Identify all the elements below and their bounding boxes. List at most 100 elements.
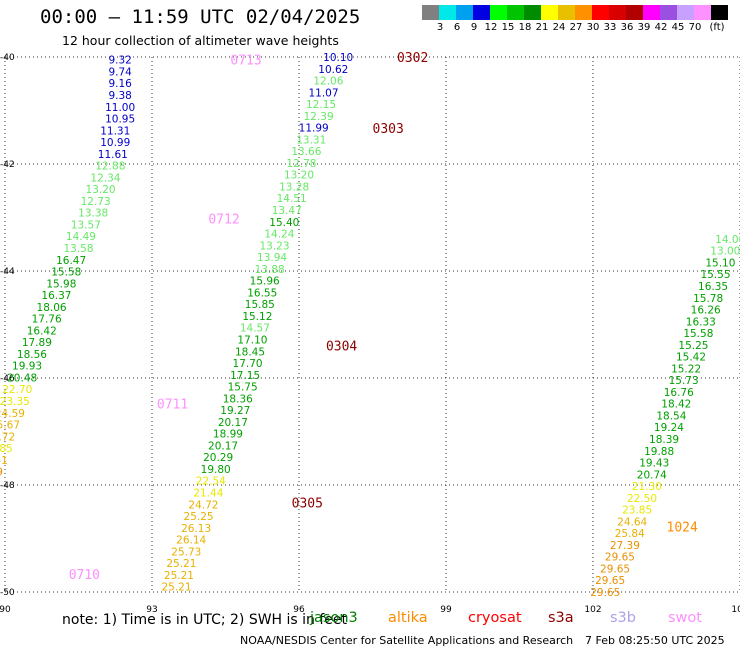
wave-height-value: 10.10: [323, 52, 353, 64]
wave-height-value: 9.38: [108, 90, 131, 102]
wave-height-value: 13.23: [259, 240, 289, 252]
legend-swatch: [422, 5, 439, 20]
wave-height-value: 15.22: [671, 363, 701, 375]
credit-line: NOAA/NESDIS Center for Satellite Applica…: [240, 634, 574, 647]
legend-swatch: [575, 5, 592, 20]
wave-height-value: 18.45: [235, 346, 265, 358]
wave-height-value: 9.32: [108, 55, 131, 67]
wave-height-value: 15.58: [683, 328, 713, 340]
satellite-label-s3a: s3a: [548, 610, 574, 626]
wave-height-value: 14.24: [264, 229, 294, 241]
wave-height-value: 14.49: [66, 231, 96, 243]
wave-height-value: 13.47: [272, 205, 302, 217]
wave-height-value: 16.33: [686, 316, 716, 328]
wave-height-value: 12.06: [313, 76, 343, 88]
wave-height-value: 26.14: [176, 535, 206, 547]
wave-height-value: 27.19: [0, 467, 3, 479]
wave-height-value: 9.16: [108, 78, 132, 90]
wave-height-value: 27.39: [610, 540, 640, 552]
wave-height-value: 24.64: [617, 516, 647, 528]
wave-height-value: 23.35: [0, 396, 30, 408]
wave-height-value: 26.41: [0, 455, 8, 467]
legend-swatch: [592, 5, 609, 20]
wave-height-value: 18.54: [656, 410, 686, 422]
pass-label: 0711: [157, 398, 188, 413]
wave-height-value: 11.61: [98, 149, 128, 161]
wave-height-value: 25.73: [171, 546, 201, 558]
wave-height-value: 25.25: [184, 511, 214, 523]
wave-height-value: 16.47: [56, 255, 86, 267]
wave-height-value: 15.40: [269, 217, 299, 229]
legend-swatch: [507, 5, 524, 20]
chart-subtitle: 12 hour collection of altimeter wave hei…: [62, 33, 339, 48]
pass-label: 0304: [326, 339, 357, 354]
wave-height-value: 15.85: [245, 299, 275, 311]
wave-height-value: 16.26: [691, 305, 721, 317]
wave-height-value: 22.70: [2, 384, 32, 396]
legend-label: 70: [688, 22, 702, 33]
wave-height-value: 15.12: [242, 311, 272, 323]
wave-height-value: 21.44: [193, 487, 223, 499]
wave-height-value: 20.17: [218, 417, 248, 429]
wave-height-value: 11.07: [308, 87, 338, 99]
legend-label: 30: [586, 22, 600, 33]
legend-label: 45: [671, 22, 685, 33]
wave-height-value: 15.96: [250, 276, 280, 288]
wave-height-value: 17.10: [237, 334, 267, 346]
legend-label: 9: [470, 22, 478, 33]
x-tick-label: 90: [0, 605, 11, 615]
wave-height-value: 12.88: [95, 161, 125, 173]
wave-height-value: 20.17: [208, 440, 238, 452]
legend-label: 42: [654, 22, 668, 33]
wave-height-value: 29.65: [595, 575, 625, 587]
wave-height-value: 15.73: [669, 375, 699, 387]
wave-height-value: 13.28: [279, 181, 309, 193]
wave-height-value: 13.57: [71, 219, 101, 231]
wave-height-value: 16.76: [664, 387, 694, 399]
legend-swatch: [643, 5, 660, 20]
wave-height-value: 15.42: [676, 352, 706, 364]
wave-height-value: 19.88: [644, 446, 674, 458]
wave-height-value: 21.30: [632, 481, 662, 493]
legend-label: 6: [453, 22, 461, 33]
wave-height-value: 17.89: [22, 337, 52, 349]
legend-label: 21: [535, 22, 549, 33]
wave-height-value: 13.20: [284, 170, 314, 182]
satellite-label-jason3: jason3: [310, 610, 358, 626]
legend-swatch: [541, 5, 558, 20]
wave-height-value: 15.10: [705, 257, 735, 269]
wave-height-value: 11.31: [100, 125, 130, 137]
x-tick-label: 105: [731, 605, 740, 615]
wave-height-value: 20.74: [637, 469, 667, 481]
wave-height-value: 16.37: [41, 290, 71, 302]
y-tick-label: -46: [0, 374, 15, 384]
pass-label: 0713: [230, 54, 261, 69]
legend-label: 36: [620, 22, 634, 33]
legend-label: 33: [603, 22, 617, 33]
wave-height-value: 15.25: [678, 340, 708, 352]
wave-height-value: 22.50: [627, 493, 657, 505]
y-tick-label: -48: [0, 481, 15, 491]
satellite-label-cryosat: cryosat: [468, 610, 522, 626]
y-tick-label: -40: [0, 53, 15, 63]
wave-height-value: 19.27: [220, 405, 250, 417]
legend-unit: (ft): [709, 22, 725, 33]
legend-label: 12: [484, 22, 498, 33]
pass-label: 1024: [667, 521, 698, 536]
wave-height-value: 20.29: [203, 452, 233, 464]
wave-height-value: 10.99: [100, 137, 130, 149]
wave-height-value: 15.78: [693, 293, 723, 305]
wave-height-value: 12.73: [81, 196, 111, 208]
legend-swatch: [558, 5, 575, 20]
wave-height-value: 24.72: [188, 499, 218, 511]
wave-height-value: 18.42: [661, 399, 691, 411]
legend-swatch: [677, 5, 694, 20]
wave-height-value: 29.65: [605, 552, 635, 564]
wave-height-value: 19.80: [201, 464, 231, 476]
legend-label: 15: [501, 22, 515, 33]
legend-label: 18: [518, 22, 532, 33]
wave-height-value: 24.59: [0, 408, 25, 420]
wave-height-value: 25.21: [166, 558, 196, 570]
timestamp: 7 Feb 08:25:50 UTC 2025: [585, 634, 725, 647]
wave-height-value: 11.00: [105, 102, 135, 114]
